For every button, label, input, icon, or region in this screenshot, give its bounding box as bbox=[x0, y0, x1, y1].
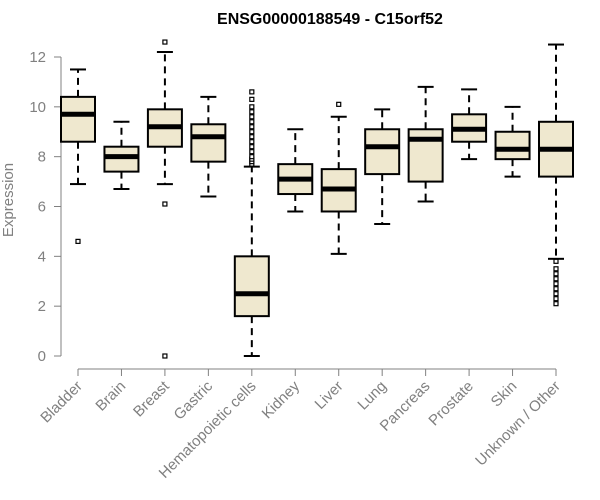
x-tick-label: Prostate bbox=[425, 378, 477, 430]
outlier-point bbox=[553, 266, 559, 272]
x-tick-label: Lung bbox=[354, 378, 390, 414]
box-group bbox=[538, 43, 574, 307]
outlier-point bbox=[249, 114, 255, 120]
y-axis-label: Expression bbox=[0, 163, 17, 237]
outlier-point bbox=[249, 109, 255, 115]
box-iqr bbox=[494, 130, 531, 161]
x-tick-label: Bladder bbox=[37, 378, 86, 427]
outlier-point bbox=[553, 271, 559, 277]
outlier-point bbox=[249, 104, 255, 110]
outlier-point bbox=[162, 353, 168, 359]
box-iqr bbox=[364, 128, 401, 176]
box-series bbox=[60, 39, 574, 359]
outlier-point bbox=[249, 134, 255, 140]
box-group bbox=[190, 95, 227, 198]
outlier-point bbox=[553, 276, 559, 282]
box-group bbox=[364, 108, 401, 225]
outlier-point bbox=[249, 96, 255, 102]
y-tick-label: 12 bbox=[29, 49, 46, 66]
x-tick-label: Brain bbox=[92, 378, 129, 415]
outlier-point bbox=[249, 119, 255, 125]
y-tick-label: 8 bbox=[38, 149, 46, 166]
x-tick-label: Kidney bbox=[259, 377, 304, 422]
box-group bbox=[451, 88, 488, 161]
box-group bbox=[494, 105, 531, 178]
box-iqr bbox=[233, 255, 270, 318]
outlier-point bbox=[162, 39, 168, 45]
box-group bbox=[60, 68, 96, 244]
box-group bbox=[233, 89, 270, 357]
outlier-point bbox=[249, 129, 255, 135]
x-tick-label: Liver bbox=[312, 378, 347, 413]
chart-title: ENSG00000188549 - C15orf52 bbox=[217, 11, 443, 28]
x-tick-label: Breast bbox=[130, 377, 173, 420]
outlier-point bbox=[162, 201, 168, 207]
box-iqr bbox=[190, 123, 227, 163]
outlier-point bbox=[553, 286, 559, 292]
y-tick-label: 0 bbox=[38, 348, 46, 365]
y-tick-label: 2 bbox=[38, 298, 46, 315]
outlier-point bbox=[553, 281, 559, 287]
x-tick-label: Skin bbox=[488, 378, 521, 411]
box-iqr bbox=[60, 95, 96, 143]
outlier-point bbox=[553, 301, 559, 307]
outlier-point bbox=[249, 89, 255, 95]
y-axis: 0 2 4 6 8 10 12 bbox=[29, 49, 62, 365]
y-tick-label: 4 bbox=[38, 248, 46, 265]
box-group bbox=[103, 120, 140, 191]
outlier-point bbox=[553, 291, 559, 297]
outlier-point bbox=[249, 154, 255, 160]
y-tick-label: 10 bbox=[29, 99, 46, 116]
outlier-point bbox=[553, 296, 559, 302]
outlier-point bbox=[336, 101, 342, 107]
outlier-point bbox=[249, 144, 255, 150]
box-group bbox=[320, 101, 357, 255]
outlier-point bbox=[249, 139, 255, 145]
outlier-point bbox=[75, 238, 81, 244]
y-tick-label: 6 bbox=[38, 199, 46, 216]
outlier-point bbox=[249, 124, 255, 130]
box-group bbox=[407, 85, 444, 203]
outlier-point bbox=[553, 258, 559, 264]
box-group bbox=[146, 39, 183, 359]
outlier-point bbox=[249, 149, 255, 155]
box-group bbox=[277, 128, 314, 213]
